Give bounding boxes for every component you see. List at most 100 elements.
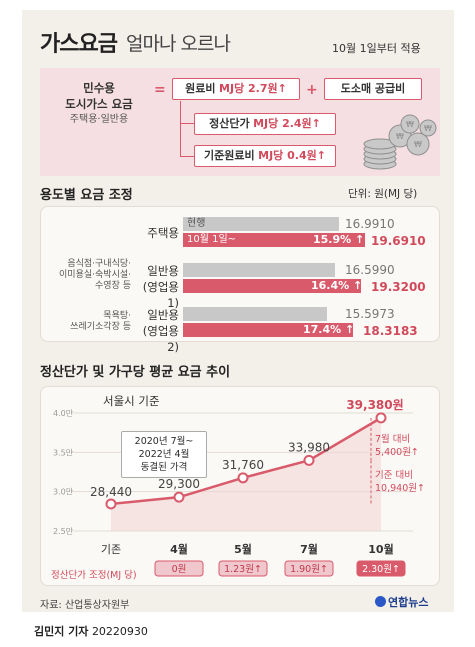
anno-line: 기준 대비 xyxy=(375,470,413,481)
y-tick-label: 3.5만 xyxy=(53,448,74,457)
fee-formula-panel: 민수용 도시가스 요금 주택용·일반용 = 원료비 MJ당 2.7원↑ + 도소… xyxy=(40,68,440,176)
raw-material-label: 원료비 xyxy=(185,82,216,95)
row-sub-line: 쓰레기소각장 등 xyxy=(70,322,131,332)
base-cost-label: 기준원료비 xyxy=(204,149,255,162)
adjustment-value: 2.30원↑ xyxy=(362,564,400,575)
row-label: 주택용 xyxy=(147,226,179,240)
logo-icon xyxy=(375,596,386,607)
publisher-logo: 연합뉴스 xyxy=(375,594,428,610)
adjustment-value: 1.90원↑ xyxy=(290,564,328,575)
current-bar xyxy=(183,263,335,277)
new-value: 18.3183 xyxy=(363,324,418,338)
y-tick-label: 4.0만 xyxy=(53,409,74,418)
plus-sign: + xyxy=(306,82,318,98)
current-value: 16.9910 xyxy=(345,217,395,231)
row-sub-line: 목욕탕· xyxy=(103,311,131,321)
row-label: 일반용 (영업용1) xyxy=(131,263,179,311)
adjustment-pill xyxy=(154,560,204,577)
new-value: 19.3200 xyxy=(371,280,426,294)
data-label: 31,760 xyxy=(222,458,264,472)
settlement-label: 정산단가 xyxy=(209,117,250,130)
fee-formula-lhs: 민수용 도시가스 요금 주택용·일반용 xyxy=(50,80,148,128)
row-sub-line: 이미용실·숙박시설· xyxy=(59,270,131,280)
x-tick-label: 5월 xyxy=(234,542,252,556)
base-cost-value: MJ당 0.4원↑ xyxy=(258,149,326,162)
svg-text:₩: ₩ xyxy=(414,140,422,149)
coins-icon: ₩ ₩ ₩ ₩ xyxy=(363,114,437,170)
anno-line: 10,940원↑ xyxy=(375,483,425,494)
adjustment-value: 0원 xyxy=(172,564,187,575)
x-tick-label: 10월 xyxy=(368,542,393,556)
row-sub-line: 수영장 등 xyxy=(95,281,131,291)
row-label-line: (영업용2) xyxy=(142,324,179,354)
data-point xyxy=(173,491,185,503)
data-label: 29,300 xyxy=(158,477,200,491)
adjustment-pill xyxy=(218,560,268,577)
lhs-line1: 민수용 xyxy=(83,81,115,95)
trend-chart-panel: 서울시 기준 4.0만 3.5만 3.0만 2.5만 28,440 기존 29,300 4월 3… xyxy=(40,386,440,586)
data-label: 28,440 xyxy=(90,485,132,499)
raw-material-value: MJ당 2.7원↑ xyxy=(219,82,287,95)
svg-text:₩: ₩ xyxy=(424,124,432,133)
increase-pct: 15.9% ↑ xyxy=(313,233,365,246)
x-tick-label: 기존 xyxy=(101,543,121,556)
note-line: 2022년 4월 xyxy=(138,449,190,460)
adjustment-pill xyxy=(356,560,406,577)
y-tick-label: 2.5만 xyxy=(53,527,74,536)
current-value: 15.5973 xyxy=(345,307,395,321)
chart-subtitle: 서울시 기준 xyxy=(103,394,160,408)
usage-section-title: 용도별 요금 조정 xyxy=(40,188,133,203)
lhs-line2: 도시가스 요금 xyxy=(65,97,133,111)
data-label: 39,380원 xyxy=(346,398,403,412)
settlement-value: MJ당 2.4원↑ xyxy=(253,117,321,130)
adjustment-pill xyxy=(284,560,334,577)
page-title: 가스요금 xyxy=(40,32,118,57)
current-bar xyxy=(183,217,339,231)
usage-panel: 주택용 현행 16.9910 10월 1일~ 15.9% ↑ 19.6910 음… xyxy=(40,206,440,354)
base-comparison: 기준 대비 10,940원↑ xyxy=(375,469,425,495)
row-label-line: 일반용 xyxy=(147,264,179,278)
byline: 김민지 기자 20220930 xyxy=(34,623,148,639)
y-tick-label: 3.0만 xyxy=(53,488,74,497)
page-subtitle: 얼마나 오르나 xyxy=(126,33,231,55)
new-bar xyxy=(183,279,361,293)
july-comparison: 7월 대비 5,400원↑ xyxy=(375,433,419,459)
effective-date: 10월 1일부터 적용 xyxy=(332,42,421,55)
data-label: 33,980 xyxy=(288,440,330,454)
new-bar xyxy=(183,323,353,337)
new-bar xyxy=(183,233,365,247)
current-bar xyxy=(183,307,327,321)
reporter-name: 김민지 기자 xyxy=(34,625,89,638)
logo-text: 연합뉴스 xyxy=(388,596,429,609)
equals-sign: = xyxy=(154,82,166,98)
settlement-box: 정산단가 MJ당 2.4원↑ xyxy=(194,113,336,135)
increase-pct: 17.4% ↑ xyxy=(303,323,355,336)
data-point xyxy=(237,472,249,484)
row-sub: 음식점·구내식당· 이미용실·숙박시설· 수영장 등 xyxy=(45,259,131,292)
usage-unit: 단위: 원(MJ 당) xyxy=(348,188,418,200)
adjustment-value: 1.23원↑ xyxy=(224,564,262,575)
row-label: 일반용 (영업용2) xyxy=(131,307,179,355)
connector-line xyxy=(180,101,194,124)
lhs-line3: 주택용·일반용 xyxy=(69,114,129,125)
data-point xyxy=(303,454,315,466)
anno-line: 5,400원↑ xyxy=(375,447,419,458)
wholesale-box: 도소매 공급비 xyxy=(324,78,422,100)
trend-section-title: 정산단가 및 가구당 평균 요금 추이 xyxy=(40,365,231,380)
row-label-line: 일반용 xyxy=(147,308,179,322)
publish-date: 20220930 xyxy=(91,625,148,638)
area-fill xyxy=(111,417,381,531)
anno-line: 7월 대비 xyxy=(375,434,411,445)
data-point xyxy=(375,412,387,424)
row-label-line: (영업용1) xyxy=(142,280,179,310)
new-legend: 10월 1일~ xyxy=(187,234,237,245)
raw-material-box: 원료비 MJ당 2.7원↑ xyxy=(172,78,300,100)
svg-text:₩: ₩ xyxy=(396,132,404,141)
current-legend: 현행 xyxy=(187,218,206,229)
row-sub-line: 음식점·구내식당· xyxy=(67,259,131,269)
base-cost-box: 기준원료비 MJ당 0.4원↑ xyxy=(194,145,336,167)
current-value: 16.5990 xyxy=(345,263,395,277)
source-note: 자료: 산업통상자원부 xyxy=(40,600,130,611)
increase-pct: 16.4% ↑ xyxy=(311,279,363,292)
x-tick-label: 4월 xyxy=(170,542,188,556)
